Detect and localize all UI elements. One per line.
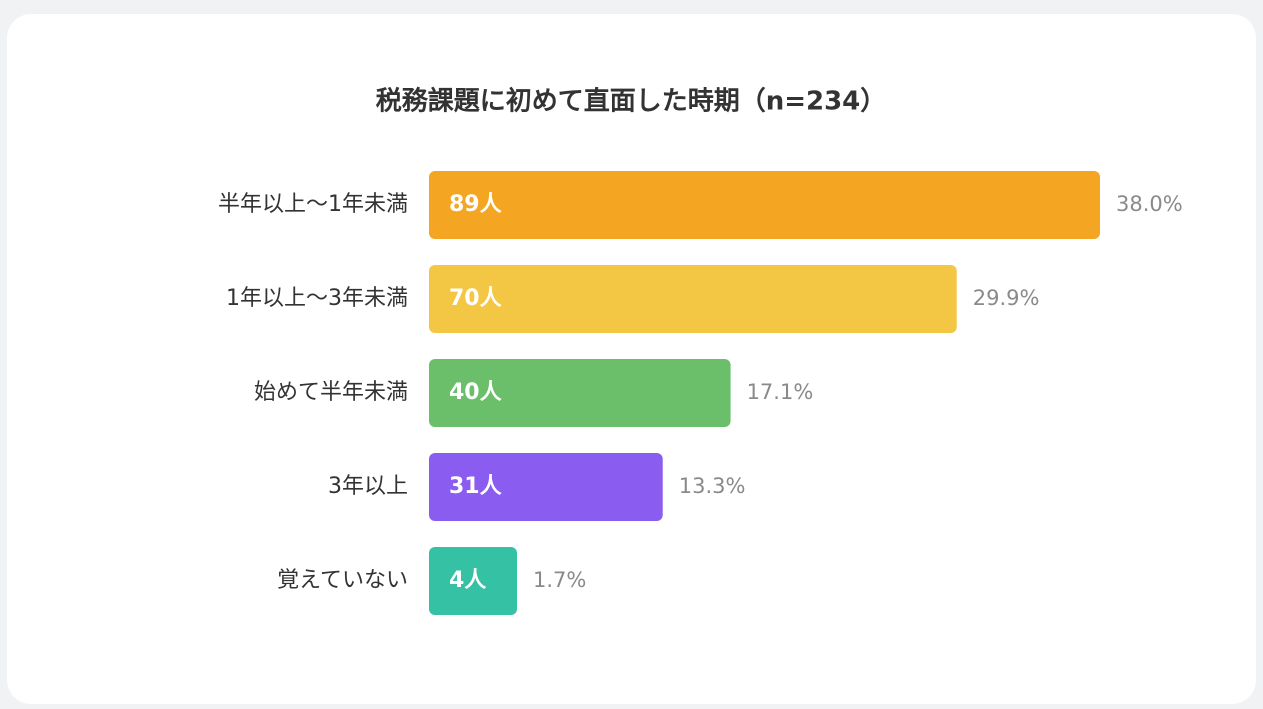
bar (429, 265, 957, 333)
chart-title: 税務課題に初めて直面した時期（n=234） (376, 86, 887, 117)
category-label: 半年以上〜1年未満 (218, 192, 408, 217)
category-label: 覚えていない (277, 568, 408, 593)
category-label: 始めて半年未満 (254, 380, 408, 405)
category-label: 3年以上 (328, 474, 408, 499)
bar (429, 453, 663, 521)
bar (429, 359, 731, 427)
share-label: 17.1% (747, 380, 814, 404)
share-label: 29.9% (973, 286, 1040, 310)
value-label: 31人 (449, 474, 502, 499)
value-label: 4人 (449, 568, 486, 593)
bar (429, 547, 517, 615)
value-label: 70人 (449, 286, 502, 311)
share-label: 13.3% (679, 474, 746, 498)
share-label: 1.7% (533, 568, 586, 592)
share-label: 38.0% (1116, 192, 1183, 216)
value-label: 40人 (449, 380, 502, 405)
bar (429, 171, 1100, 239)
category-label: 1年以上〜3年未満 (226, 286, 408, 311)
value-label: 89人 (449, 192, 502, 217)
